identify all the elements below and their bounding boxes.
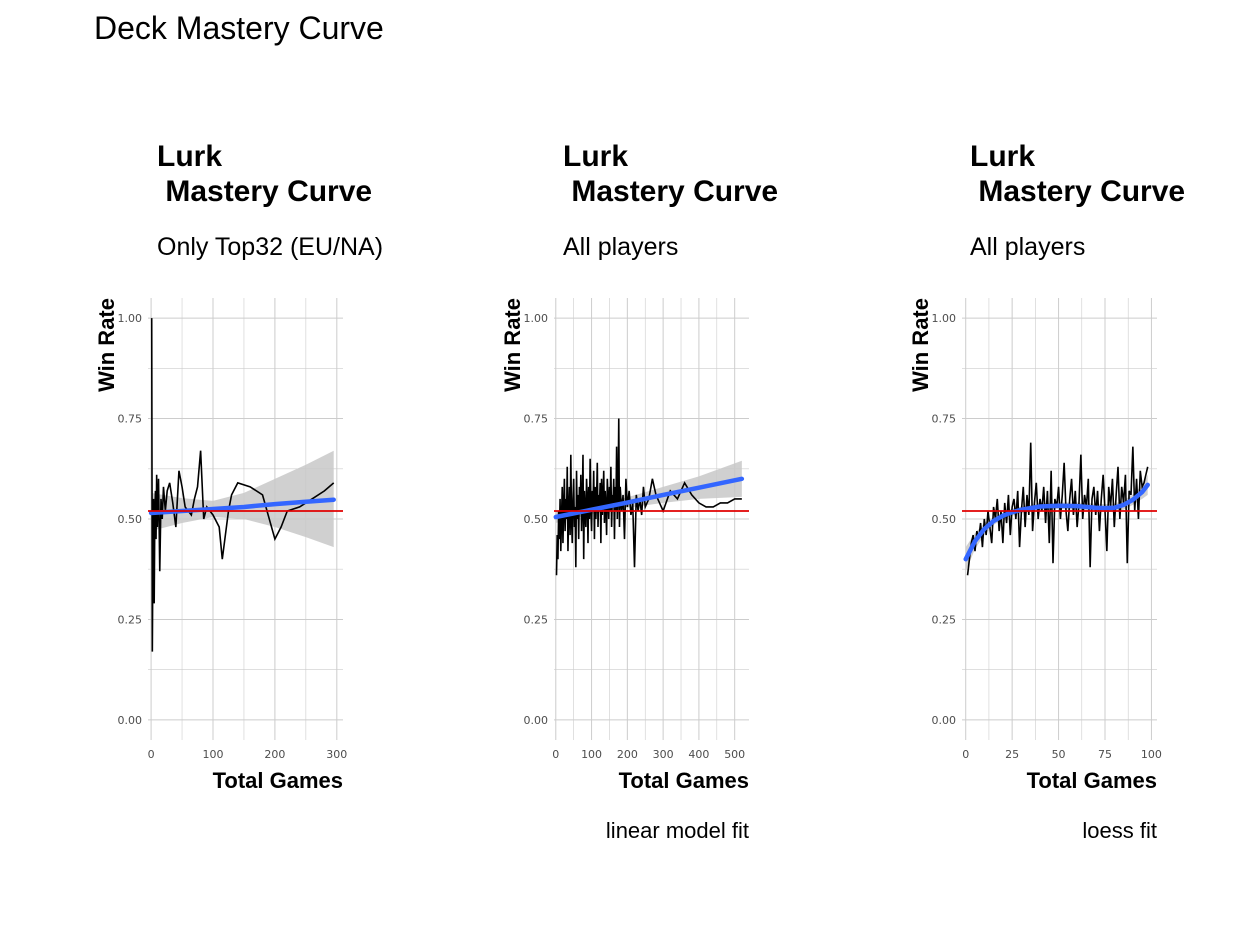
x-tick-label: 100: [203, 748, 224, 761]
y-tick-label: 0.50: [524, 513, 549, 526]
y-tick-label: 0.75: [932, 413, 957, 426]
x-tick-label: 400: [688, 748, 709, 761]
x-tick-label: 100: [581, 748, 602, 761]
panel-subtitle: All players: [970, 233, 1085, 261]
y-axis-label: Win Rate: [500, 298, 525, 392]
panel-title-line1: Lurk: [970, 140, 1035, 173]
x-tick-label: 200: [617, 748, 638, 761]
panel-title-line2: Mastery Curve: [970, 175, 1185, 208]
y-tick-label: 1.00: [118, 312, 143, 325]
win-rate-line: [555, 418, 742, 576]
panel-title-line2: Mastery Curve: [563, 175, 778, 208]
y-tick-label: 0.25: [118, 613, 143, 626]
y-tick-label: 0.00: [118, 714, 143, 727]
y-tick-label: 0.00: [932, 714, 957, 727]
x-tick-label: 500: [724, 748, 745, 761]
x-axis-label: Total Games: [619, 768, 749, 793]
y-tick-label: 0.50: [118, 513, 143, 526]
x-tick-label: 75: [1098, 748, 1112, 761]
y-axis-label: Win Rate: [94, 298, 119, 392]
y-tick-label: 0.75: [524, 413, 549, 426]
x-tick-label: 300: [326, 748, 347, 761]
panel-title-line1: Lurk: [563, 140, 628, 173]
confidence-band: [151, 450, 334, 548]
x-axis-label: Total Games: [213, 768, 343, 793]
x-tick-label: 100: [1141, 748, 1162, 761]
panel-subtitle: Only Top32 (EU/NA): [157, 233, 383, 261]
panel-caption: linear model fit: [606, 818, 749, 843]
fit-line: [963, 482, 1150, 562]
y-tick-label: 0.50: [932, 513, 957, 526]
chart-panel-all-loess: Lurk Mastery Curve All players 0.00 0.25 0.5…: [908, 140, 1185, 843]
x-tick-label: 300: [653, 748, 674, 761]
x-tick-label: 0: [148, 748, 155, 761]
y-tick-label: 0.00: [524, 714, 549, 727]
y-tick-label: 0.25: [932, 613, 957, 626]
x-tick-label: 0: [552, 748, 559, 761]
panel-subtitle: All players: [563, 233, 678, 261]
chart-panel-top32: Lurk Mastery Curve Only Top32 (EU/NA) 0.00…: [94, 140, 383, 793]
x-tick-label: 0: [962, 748, 969, 761]
chart-panel-all-linear: Lurk Mastery Curve All players 0.00 0.25 0.5…: [500, 140, 778, 843]
main-title: Deck Mastery Curve: [94, 10, 384, 46]
y-tick-label: 1.00: [524, 312, 549, 325]
y-tick-label: 0.25: [524, 613, 549, 626]
y-axis-label: Win Rate: [908, 298, 933, 392]
y-tick-label: 0.75: [118, 413, 143, 426]
panel-title-line2: Mastery Curve: [157, 175, 372, 208]
panel-caption: loess fit: [1082, 818, 1157, 843]
x-tick-label: 25: [1005, 748, 1019, 761]
win-rate-line: [966, 442, 1149, 576]
y-tick-label: 1.00: [932, 312, 957, 325]
x-tick-label: 200: [264, 748, 285, 761]
x-axis-label: Total Games: [1027, 768, 1157, 793]
x-tick-label: 50: [1052, 748, 1066, 761]
panel-title-line1: Lurk: [157, 140, 222, 173]
